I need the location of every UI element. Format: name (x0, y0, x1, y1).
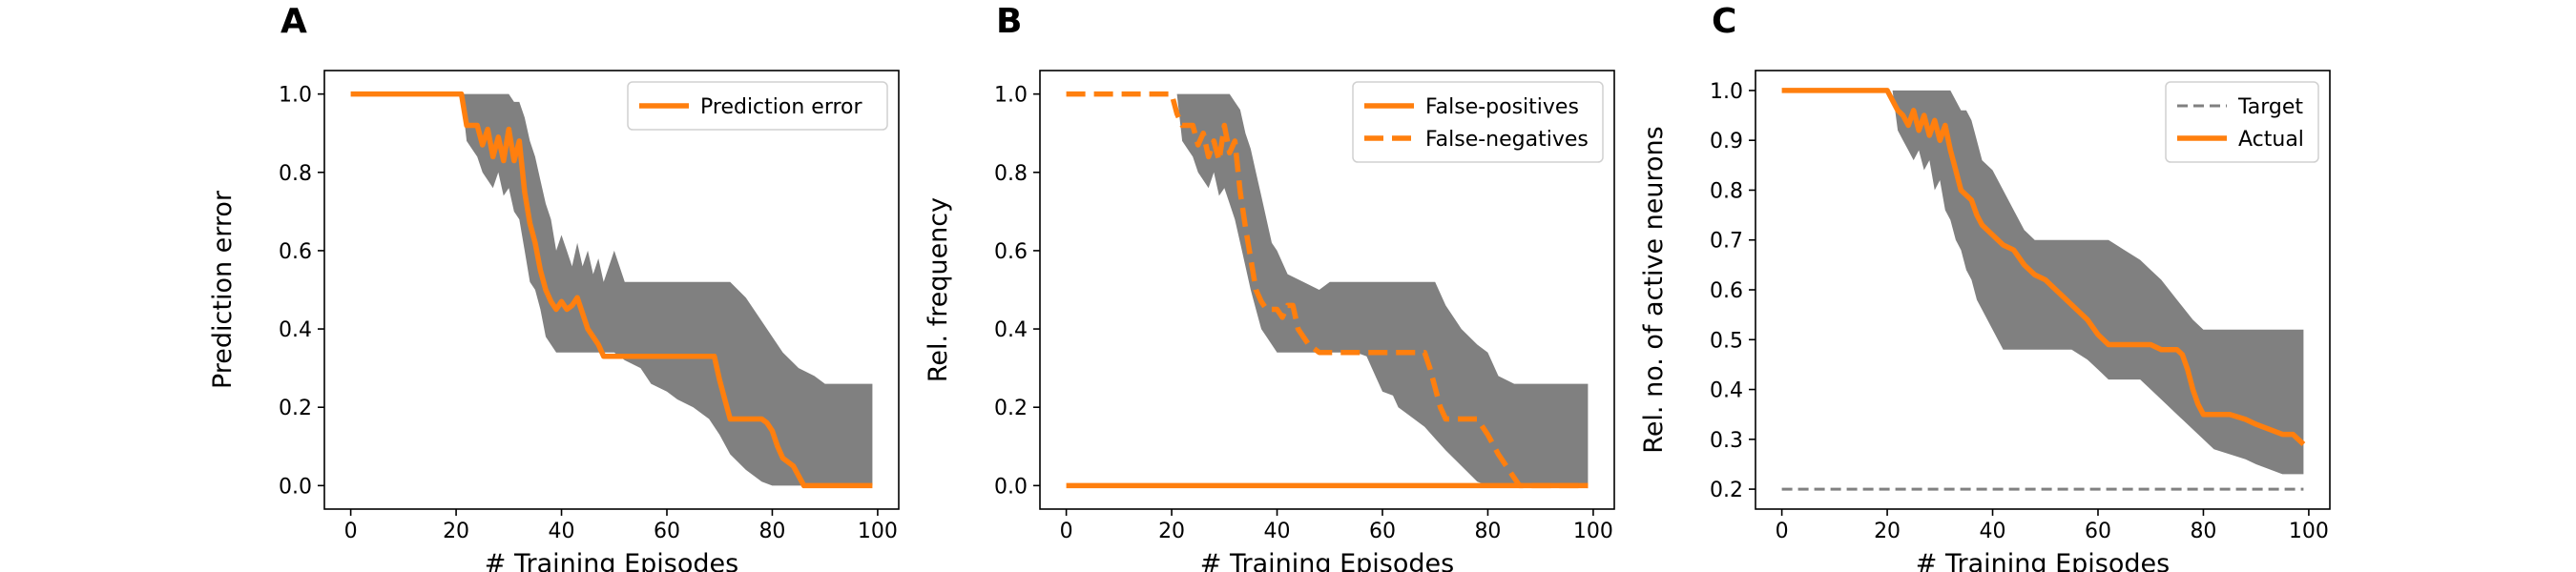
panel-letter: A (280, 2, 307, 41)
legend-entry: Prediction error (700, 95, 862, 119)
y-tick-label: 0.8 (279, 162, 312, 186)
x-tick-label: 100 (858, 520, 898, 543)
y-tick-label: 1.0 (1710, 80, 1743, 104)
confidence-band (350, 93, 873, 486)
y-tick-label: 0.6 (279, 240, 312, 264)
x-tick-label: 60 (654, 520, 680, 543)
confidence-band (1781, 90, 2304, 475)
axes-frame (323, 70, 900, 510)
x-tick-label: 100 (2289, 520, 2329, 543)
y-tick-label: 0.4 (1710, 379, 1743, 403)
series-line-actual (1781, 88, 2306, 447)
x-tick-label: 0 (1776, 520, 1789, 543)
x-axis-label: # Training Episodes (1200, 549, 1454, 572)
legend-box (627, 81, 888, 131)
y-tick-label: 0.3 (1710, 429, 1743, 453)
x-tick-label: 100 (1573, 520, 1613, 543)
y-tick-label: 0.9 (1710, 130, 1743, 153)
legend-entry: Target (2237, 95, 2303, 119)
x-tick-label: 20 (1874, 520, 1901, 543)
x-tick-label: 60 (1369, 520, 1396, 543)
x-tick-label: 80 (758, 520, 785, 543)
y-tick-label: 0.0 (994, 475, 1028, 499)
series-line-prediction-error (350, 91, 873, 489)
x-tick-label: 60 (2085, 520, 2111, 543)
y-tick-label: 0.4 (279, 318, 312, 342)
legend-entry: False-positives (1425, 95, 1579, 119)
x-tick-label: 40 (549, 520, 575, 543)
x-tick-label: 40 (1980, 520, 2006, 543)
x-tick-label: 20 (1158, 520, 1185, 543)
y-tick-label: 0.5 (1710, 329, 1743, 353)
y-tick-label: 0.8 (994, 162, 1028, 186)
y-tick-label: 0.2 (994, 397, 1028, 420)
y-tick-label: 0.4 (994, 318, 1028, 342)
legend-box (1352, 81, 1604, 163)
x-tick-label: 40 (1264, 520, 1291, 543)
panel-letter: C (1712, 2, 1736, 41)
legend-box (2165, 81, 2319, 163)
x-tick-label: 80 (2190, 520, 2216, 543)
y-tick-label: 0.2 (279, 397, 312, 420)
x-tick-label: 0 (1060, 520, 1073, 543)
legend-entry: Actual (2238, 128, 2304, 152)
y-axis-label: Prediction error (208, 190, 238, 389)
panel-a: A 0 20 40 60 80 100 0.0 0.2 0.4 0.6 0.8 1.0 # Trainin… (208, 2, 900, 572)
x-tick-label: 80 (1474, 520, 1501, 543)
panel-c: C 0 20 40 60 80 100 0.2 0.3 0.4 0.5 0.6 0.7 0.8 0.9 1.0… (1639, 2, 2331, 572)
legend: Prediction error (627, 81, 888, 131)
axes-frame (1039, 70, 1615, 510)
y-tick-label: 0.8 (1710, 179, 1743, 203)
panel-letter: B (996, 2, 1022, 41)
legend: Target Actual (2165, 81, 2319, 163)
y-axis-label: Rel. no. of active neurons (1639, 126, 1669, 453)
y-tick-label: 0.6 (1710, 279, 1743, 303)
y-tick-label: 0.7 (1710, 230, 1743, 254)
panel-b: B 0 20 40 60 80 100 0.0 0.2 0.4 0.6 0.8 1.0 # Trainin… (924, 2, 1615, 572)
legend-entry: False-negatives (1425, 128, 1589, 152)
y-tick-label: 1.0 (279, 84, 312, 108)
series-line-false-negatives (1066, 91, 1589, 489)
y-tick-label: 1.0 (994, 84, 1028, 108)
x-tick-label: 20 (443, 520, 469, 543)
y-tick-label: 0.6 (994, 240, 1028, 264)
x-axis-label: # Training Episodes (1916, 549, 2170, 572)
x-axis-label: # Training Episodes (485, 549, 738, 572)
legend: False-positives False-negatives (1352, 81, 1604, 163)
confidence-band (1066, 93, 1589, 486)
y-tick-label: 0.0 (279, 475, 312, 499)
x-tick-label: 0 (344, 520, 358, 543)
y-axis-label: Rel. frequency (924, 197, 953, 382)
y-tick-label: 0.2 (1710, 479, 1743, 502)
